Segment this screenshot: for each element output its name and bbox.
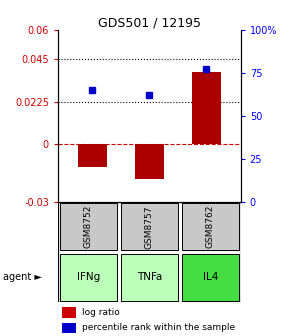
Text: TNFa: TNFa	[137, 272, 162, 282]
Text: IL4: IL4	[202, 272, 218, 282]
Bar	[192, 72, 221, 144]
Text: GSM8762: GSM8762	[206, 205, 215, 249]
Text: GSM8752: GSM8752	[84, 205, 93, 249]
Bar	[60, 203, 117, 251]
Text: log ratio: log ratio	[82, 308, 119, 317]
Bar	[121, 253, 178, 301]
Bar	[60, 253, 117, 301]
Bar	[182, 203, 239, 251]
Bar	[62, 323, 76, 333]
Title: GDS501 / 12195: GDS501 / 12195	[98, 16, 201, 29]
Bar	[182, 253, 239, 301]
Bar	[78, 144, 106, 167]
Text: GSM8757: GSM8757	[145, 205, 154, 249]
Text: agent ►: agent ►	[3, 272, 42, 282]
Text: percentile rank within the sample: percentile rank within the sample	[82, 323, 235, 332]
Bar	[62, 307, 76, 318]
Text: IFNg: IFNg	[77, 272, 100, 282]
Bar	[121, 203, 178, 251]
Bar	[135, 144, 164, 179]
